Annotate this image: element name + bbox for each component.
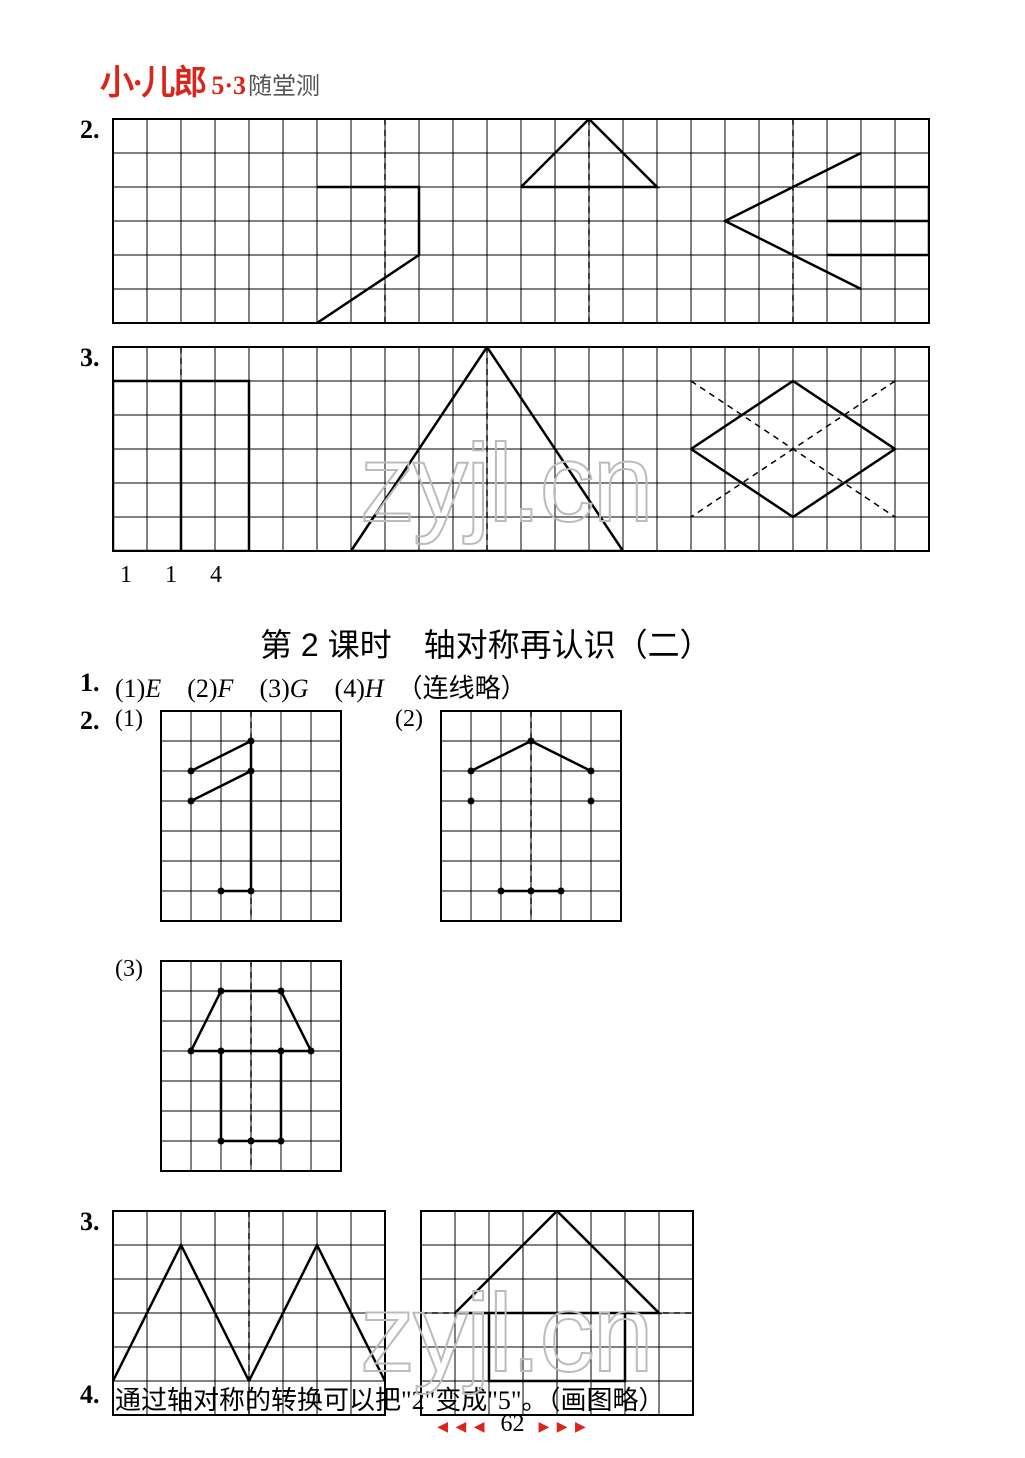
brand-suffix: 随堂测 — [248, 66, 320, 101]
grid-q3a — [112, 346, 930, 557]
brand-number: 5·3 — [211, 71, 246, 101]
answer-1: (1)E (2)F (3)G (4)H （连线略） — [115, 668, 527, 705]
sub3-label: (3) — [115, 956, 143, 983]
q3b-label: 3. — [80, 1207, 100, 1237]
page-number: 62 — [501, 1411, 525, 1437]
grid-q2b-1 — [160, 710, 342, 927]
sub2-label: (2) — [395, 706, 423, 733]
num-4: 4 — [210, 562, 222, 589]
section-title: 第 2 课时 轴对称再认识（二） — [260, 620, 712, 666]
footer-arrows-left: ◀ ◀ ◀ — [437, 1420, 486, 1435]
num-1a: 1 — [120, 562, 132, 589]
page-footer: ◀ ◀ ◀ 62 ▶ ▶ ▶ — [0, 1411, 1025, 1438]
num-1b: 1 — [165, 562, 177, 589]
sub1-label: (1) — [115, 706, 143, 733]
page-header: 小·儿郎 5·3 随堂测 — [100, 55, 320, 104]
grid-q2b-2 — [440, 710, 622, 927]
q2-label: 2. — [80, 115, 100, 145]
grid-q2 — [112, 118, 930, 329]
q4b-label: 4. — [80, 1380, 100, 1410]
footer-arrows-right: ▶ ▶ ▶ — [539, 1420, 588, 1435]
grid-q2b-3 — [160, 960, 342, 1177]
logo-text: 小·儿郎 — [100, 55, 205, 104]
q1b-label: 1. — [80, 668, 100, 698]
q2b-label: 2. — [80, 706, 100, 736]
q3a-label: 3. — [80, 343, 100, 373]
